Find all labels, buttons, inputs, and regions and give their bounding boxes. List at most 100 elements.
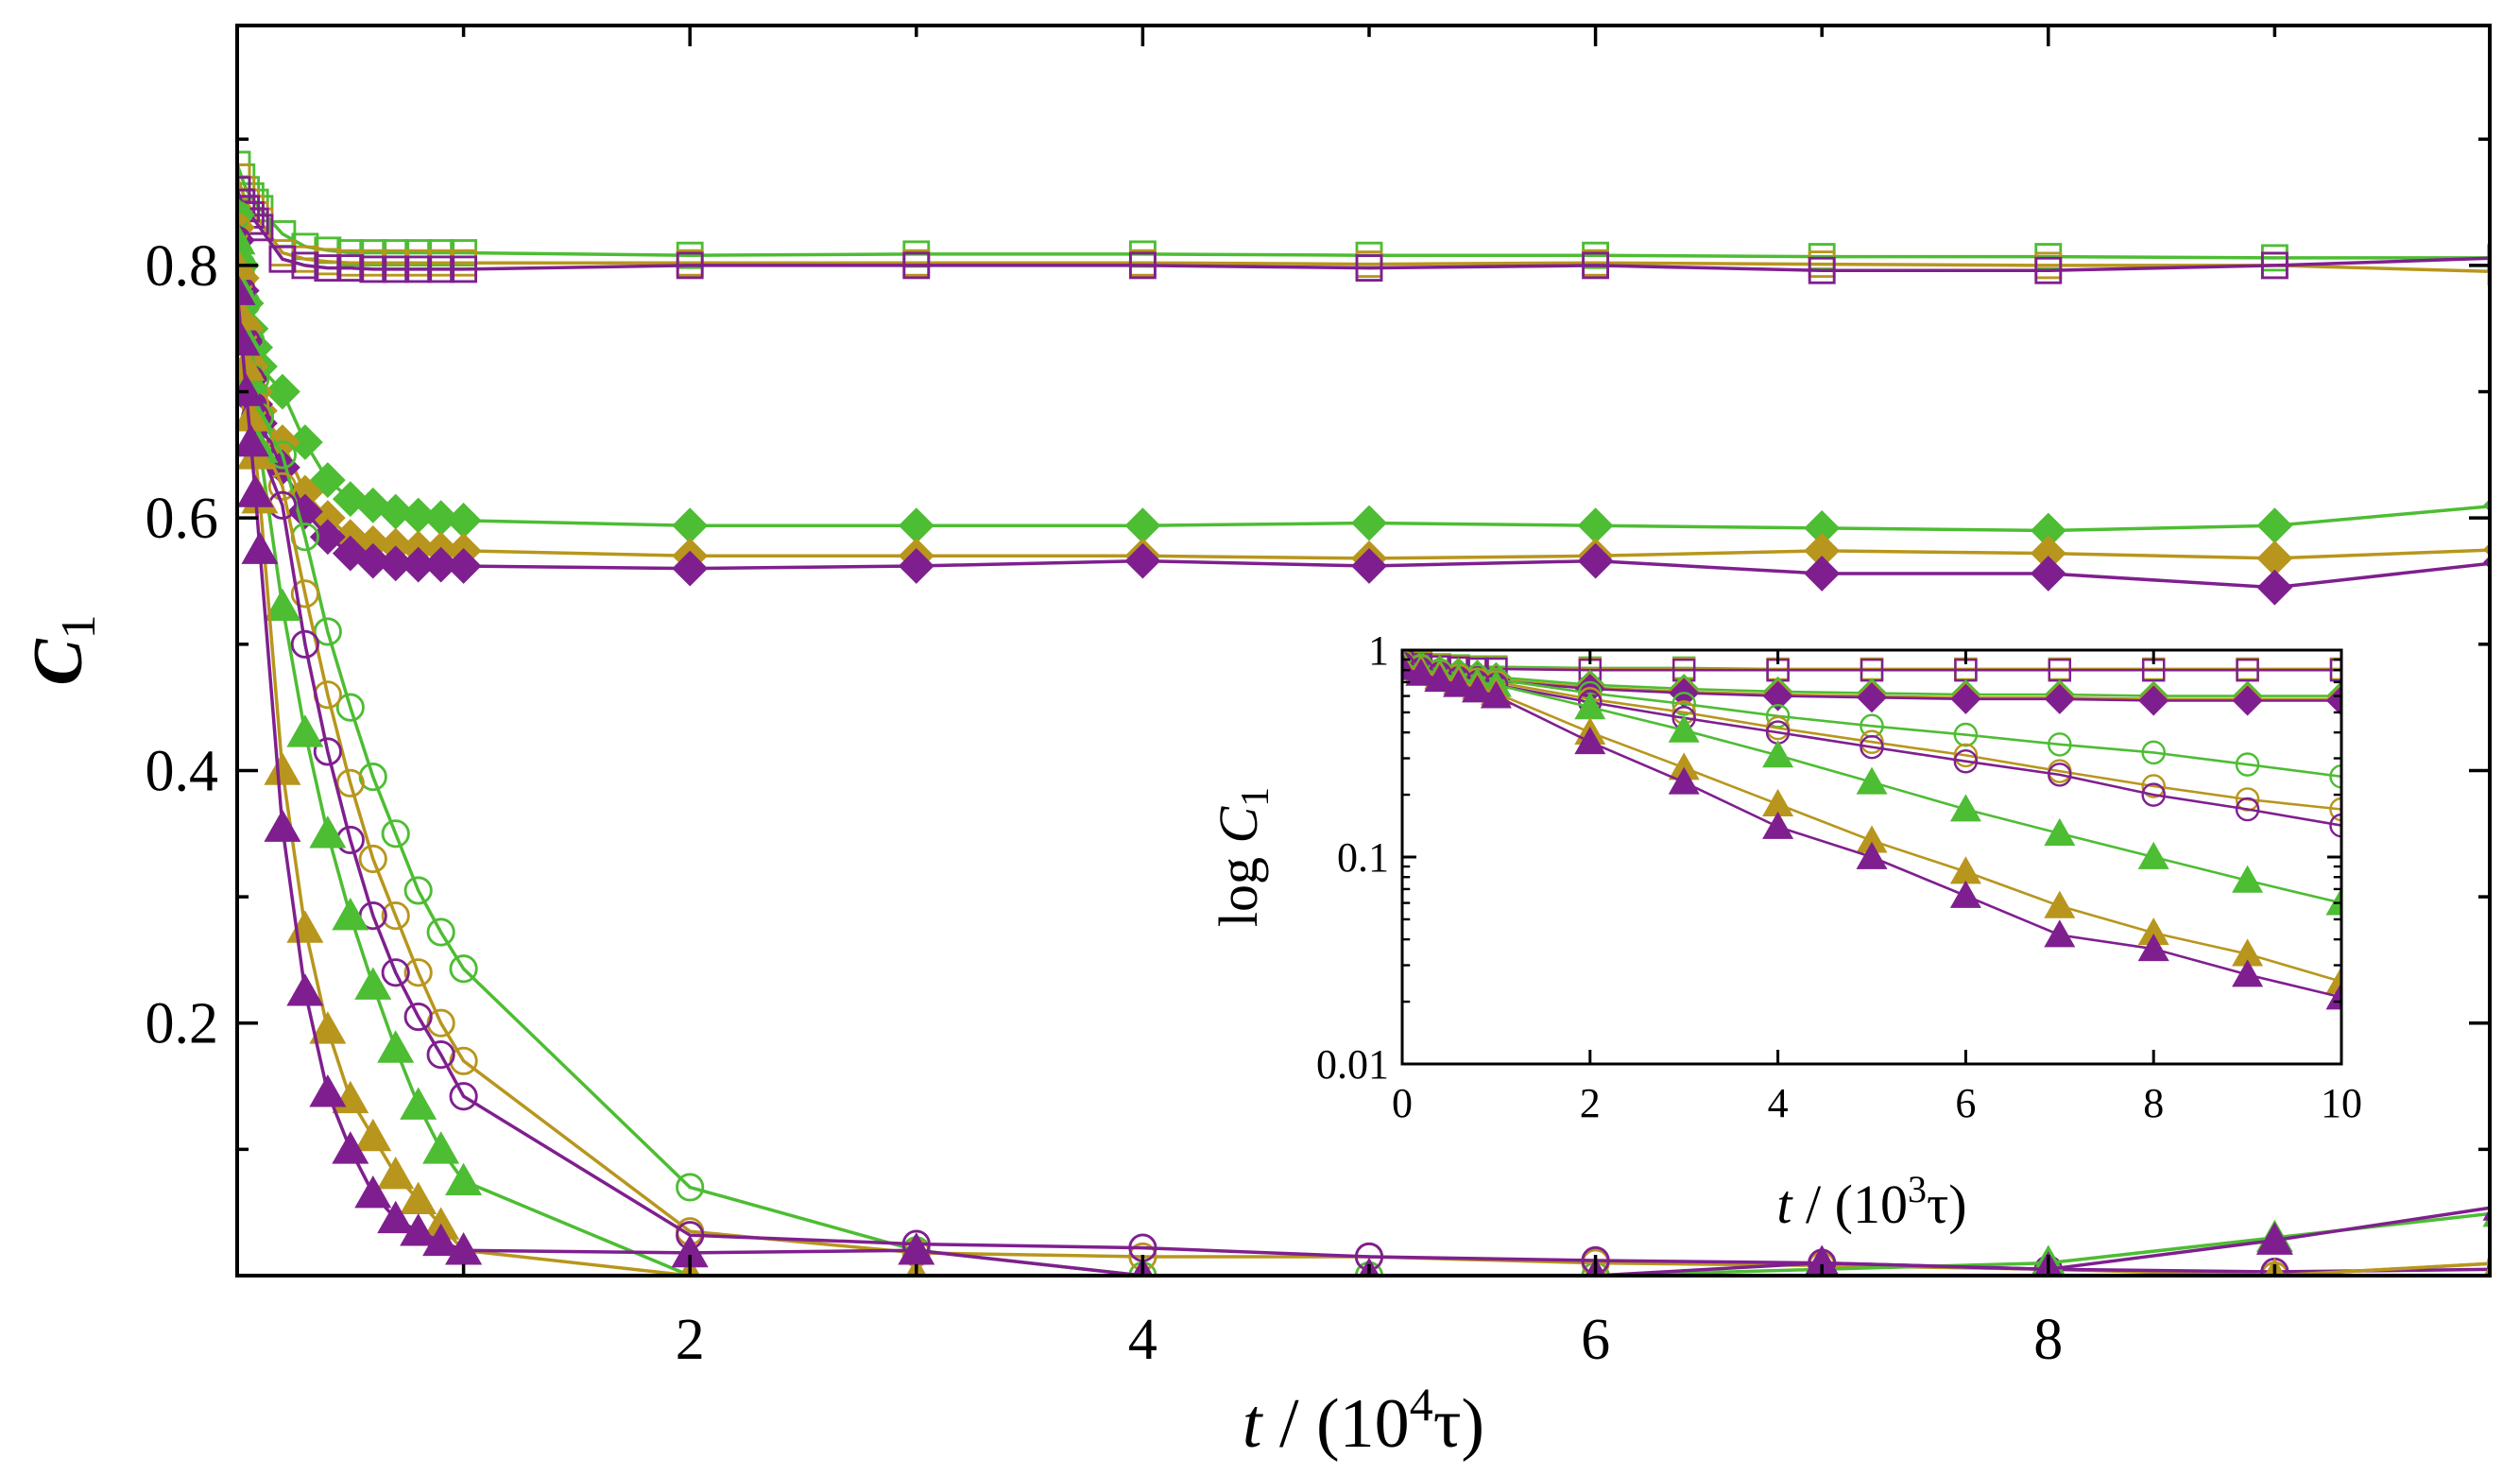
main-point-circle-green-11 — [381, 819, 410, 849]
inset-point-triangle-green-12 — [2137, 841, 2169, 869]
main-point-square-purple-16 — [902, 251, 931, 280]
inset-point-circle-gold-12 — [2141, 774, 2166, 798]
main-plot-area — [237, 150, 2490, 1276]
inset-y-axis-label: log C1 — [1208, 787, 1277, 927]
main-series-group — [237, 150, 2490, 1276]
inset-point-diamond-purple-14 — [2325, 685, 2341, 716]
main-point-diamond-purple-22 — [2256, 569, 2293, 606]
main-point-square-purple-14 — [450, 255, 478, 283]
main-point-diamond-purple-19 — [1577, 542, 1614, 579]
inset-point-triangle-green-7 — [1668, 714, 1700, 743]
inset-point-diamond-purple-12 — [2138, 685, 2169, 716]
inset-point-circle-gold-10 — [1953, 743, 1979, 768]
main-point-circle-purple-7 — [290, 629, 319, 659]
main-point-circle-gold-11 — [381, 901, 410, 931]
inset-point-triangle-purple-2 — [1424, 664, 1456, 693]
main-x-axis-label: t / (104τ) — [1243, 1378, 1484, 1463]
inset-y-tick-label-2: 1 — [1368, 627, 1389, 674]
inset-point-triangle-purple-13 — [2232, 959, 2264, 987]
main-point-diamond-purple-20 — [1804, 556, 1841, 592]
inset-plot-area — [1402, 650, 2341, 1010]
inset-point-circle-gold-9 — [1860, 729, 1884, 754]
main-x-axis-label-var: t — [1243, 1385, 1264, 1463]
main-point-square-purple-20 — [1808, 256, 1836, 284]
inset-point-circle-purple-0 — [1402, 651, 1414, 677]
inset-point-triangle-purple-11 — [2044, 919, 2076, 948]
inset-plot: 0 2 4 6 8 100.010.11 log C1 t / (103τ) — [1208, 627, 2362, 1235]
main-point-triangle-green-7 — [286, 714, 324, 747]
main-y-tick-label-2: 0.6 — [146, 487, 219, 551]
inset-y-tick-label-0: 0.01 — [1316, 1041, 1389, 1088]
main-point-circle-purple-11 — [381, 958, 410, 987]
main-point-triangle-gold-10 — [354, 1118, 392, 1152]
main-point-triangle-purple-16 — [898, 1232, 935, 1265]
inset-x-tick-label-1: 2 — [1580, 1080, 1601, 1126]
inset-point-triangle-purple-12 — [2137, 933, 2169, 962]
main-series-triangle-purple — [237, 272, 2490, 1276]
main-point-diamond-purple-10 — [354, 542, 391, 579]
main-point-triangle-purple-5 — [241, 531, 279, 564]
main-x-axis-label-pre: / (10 — [1261, 1385, 1409, 1463]
main-point-circle-gold-7 — [290, 579, 319, 609]
main-point-diamond-green-10 — [354, 487, 391, 523]
main-point-triangle-gold-11 — [377, 1156, 415, 1190]
main-point-diamond-purple-16 — [898, 548, 934, 584]
inset-y-axis-label-sub: 1 — [1234, 787, 1277, 807]
inset-point-triangle-gold-11 — [2044, 890, 2076, 918]
main-point-triangle-purple-9 — [332, 1131, 369, 1164]
inset-point-triangle-purple-10 — [1949, 880, 1981, 908]
inset-x-tick-label-3: 6 — [1955, 1080, 1976, 1126]
inset-point-triangle-purple-3 — [1443, 669, 1475, 697]
main-point-square-purple-22 — [2260, 251, 2289, 280]
main-point-square-purple-7 — [291, 251, 319, 280]
main-point-circle-purple-13 — [426, 1040, 455, 1070]
main-point-triangle-gold-8 — [309, 1011, 347, 1044]
main-point-diamond-purple-13 — [422, 546, 459, 583]
main-point-triangle-purple-3 — [237, 423, 269, 457]
inset-point-triangle-purple-7 — [1668, 766, 1700, 795]
inset-point-circle-purple-10 — [1953, 748, 1979, 774]
inset-series-group — [1402, 650, 2341, 1010]
main-point-triangle-purple-6 — [264, 809, 301, 842]
main-y-axis-label-sub: 1 — [52, 614, 106, 639]
inset-point-triangle-purple-6 — [1574, 726, 1606, 755]
main-point-square-purple-19 — [1582, 251, 1610, 280]
main-point-triangle-green-11 — [377, 1030, 415, 1063]
main-point-square-purple-9 — [336, 254, 365, 283]
main-point-square-purple-10 — [359, 255, 387, 283]
inset-point-diamond-purple-10 — [1950, 683, 1981, 714]
inset-x-axis-label: t / (103τ) — [1776, 1168, 1966, 1235]
main-point-triangle-gold-6 — [264, 752, 301, 785]
main-point-triangle-purple-14 — [445, 1232, 483, 1265]
main-plot: 2 4 6 80.20.40.60.8 C1 t / (104τ) — [20, 24, 2492, 1463]
main-point-circle-green-12 — [403, 876, 433, 905]
main-x-axis-label-post: τ) — [1433, 1385, 1484, 1463]
inset-point-diamond-purple-8 — [1762, 680, 1793, 712]
main-point-circle-gold-12 — [403, 958, 433, 987]
inset-point-triangle-green-10 — [1949, 794, 1981, 822]
main-point-circle-purple-14 — [449, 1082, 478, 1111]
inset-point-triangle-purple-4 — [1462, 675, 1494, 703]
main-point-triangle-purple-22 — [2255, 1222, 2293, 1255]
inset-point-circle-purple-9 — [1860, 734, 1884, 760]
main-point-triangle-purple-4 — [237, 474, 274, 507]
main-point-circle-purple-8 — [313, 737, 342, 766]
inset-point-triangle-green-9 — [1856, 766, 1888, 795]
main-point-diamond-green-6 — [264, 373, 300, 410]
main-point-triangle-purple-8 — [309, 1074, 347, 1107]
inset-point-square-purple-14 — [2329, 659, 2341, 682]
main-series-square-purple — [237, 176, 2490, 284]
main-point-diamond-purple-11 — [377, 545, 414, 582]
main-x-tick-label-3: 8 — [2033, 1308, 2063, 1372]
main-point-circle-gold-10 — [358, 844, 387, 874]
main-point-triangle-purple-1 — [237, 322, 261, 356]
main-y-tick-label-3: 0.8 — [146, 234, 219, 299]
inset-x-axis-label-var: t — [1776, 1174, 1793, 1235]
main-x-tick-label-1: 4 — [1128, 1308, 1157, 1372]
inset-point-triangle-gold-14 — [2325, 966, 2341, 994]
main-point-triangle-green-13 — [422, 1131, 460, 1164]
main-point-square-purple-11 — [382, 255, 410, 283]
inset-point-circle-green-7 — [1671, 692, 1696, 716]
inset-x-tick-label-2: 4 — [1768, 1080, 1789, 1126]
